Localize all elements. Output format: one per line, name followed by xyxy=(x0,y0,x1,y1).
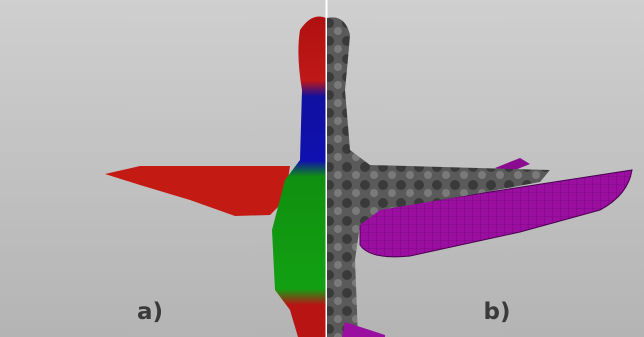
panel-label: b) xyxy=(484,299,511,325)
panel-label: a) xyxy=(137,299,163,325)
figure: a) b) xyxy=(0,0,644,337)
